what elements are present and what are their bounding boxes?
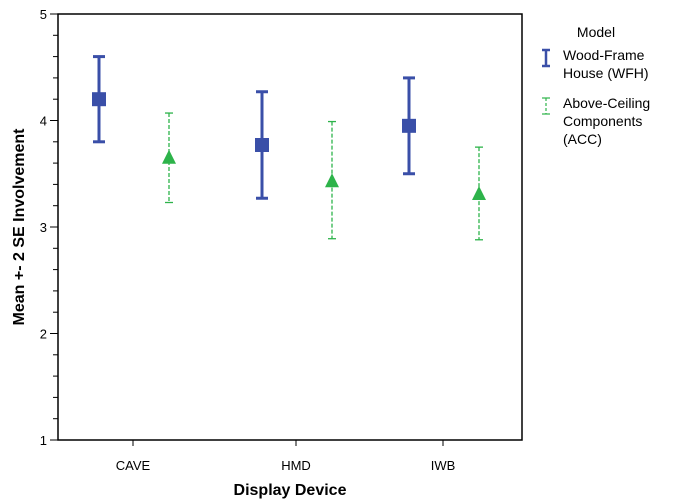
- y-tick-label: 1: [40, 433, 47, 448]
- y-axis: 1 2 3 4 5: [40, 7, 58, 448]
- mean-marker-square: [402, 118, 416, 133]
- y-tick-label: 3: [40, 220, 47, 235]
- y-tick-label: 5: [40, 7, 47, 22]
- y-tick-label: 2: [40, 327, 47, 342]
- legend-label: (ACC): [563, 131, 602, 147]
- mean-marker-triangle: [162, 149, 176, 164]
- x-tick-label: IWB: [431, 458, 456, 473]
- legend: Model Wood-Frame House (WFH) Above-Ceiling…: [542, 24, 650, 147]
- mean-marker-triangle: [472, 185, 486, 200]
- x-axis-title: Display Device: [234, 482, 347, 499]
- series-1: [92, 55, 416, 200]
- legend-entry-1: Wood-Frame House (WFH): [542, 47, 649, 81]
- legend-entry-2: Above-Ceiling Components (ACC): [542, 95, 650, 147]
- legend-label: Components: [563, 113, 642, 129]
- x-tick-label: CAVE: [116, 458, 151, 473]
- mean-marker-square: [255, 137, 269, 152]
- mean-marker-triangle: [325, 173, 339, 188]
- series-2: [162, 112, 486, 241]
- legend-label: House (WFH): [563, 65, 649, 81]
- series-layer: [92, 55, 486, 241]
- y-axis-title: Mean +- 2 SE Involvement: [11, 128, 28, 326]
- plot-frame: [57, 13, 523, 441]
- legend-label: Above-Ceiling: [563, 95, 650, 111]
- mean-marker-square: [92, 92, 106, 107]
- legend-label: Wood-Frame: [563, 47, 645, 63]
- legend-title: Model: [577, 24, 615, 40]
- x-axis: CAVE HMD IWB: [116, 440, 456, 473]
- x-tick-label: HMD: [281, 458, 311, 473]
- y-tick-label: 4: [40, 114, 47, 129]
